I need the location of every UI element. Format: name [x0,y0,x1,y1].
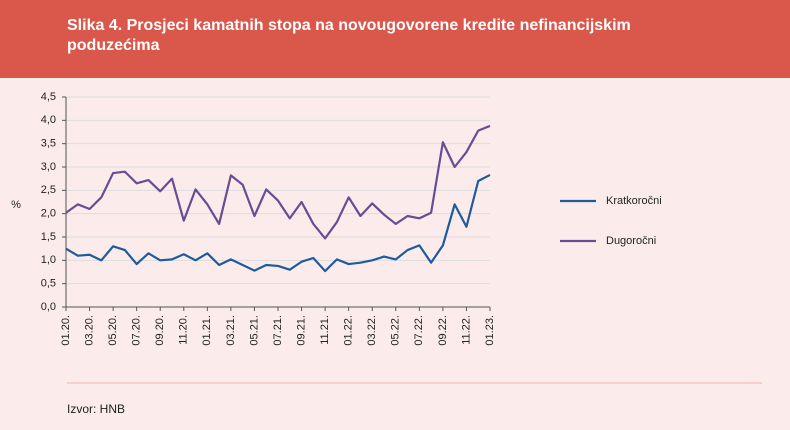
y-tick-label: 0,0 [41,301,56,313]
y-tick-label: 2,0 [41,208,56,220]
x-tick-label: 11.21. [319,315,331,345]
y-tick-label: 3,0 [41,161,56,173]
x-tick-label: 11.20. [178,315,190,345]
series-line [65,124,491,240]
x-tick-label: 09.21. [295,315,307,346]
y-tick-label: 0,5 [41,278,56,290]
x-tick-label: 07.20. [131,315,143,346]
y-tick-label: 3,5 [41,138,56,150]
x-tick-label: 05.21. [248,315,260,346]
source: Izvor: HNB [67,402,126,416]
x-tick-label: 05.20. [107,315,119,346]
legend-label: Kratkoročni [606,195,662,207]
y-tick-label: 1,5 [41,231,56,243]
x-tick-label: 03.20. [83,315,95,346]
y-tick-label: 4,5 [41,91,56,103]
x-tick-label: 05.22. [390,315,402,346]
x-tick-label: 01.23. [484,315,496,346]
x-tick-label: 09.20. [154,315,166,346]
legend-label: Dugoročni [606,235,656,247]
y-tick-label: 1,0 [41,254,56,266]
y-tick-label: 4,0 [41,114,56,126]
x-tick-label: 01.20. [60,315,72,346]
x-tick-label: 03.21. [225,315,237,346]
x-tick-label: 07.22. [413,315,425,346]
x-tick-label: 01.22. [343,315,355,346]
chart-title: Slika 4. Prosjeci kamatnih stopa na novo… [67,17,631,54]
x-tick-label: 09.22. [437,315,449,346]
x-tick-label: 11.22. [460,315,472,345]
x-tick-label: 07.21. [272,315,284,346]
x-tick-label: 01.21. [201,315,213,346]
x-tick-label: 03.22. [366,315,378,346]
series-line [65,173,491,273]
y-tick-label: 2,5 [41,184,56,196]
header: Slika 4. Prosjeci kamatnih stopa na novo… [0,0,790,78]
y-axis-label: % [11,199,21,211]
